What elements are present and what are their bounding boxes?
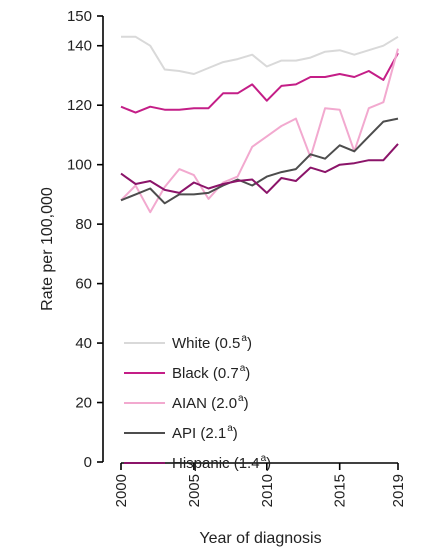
legend-item-hispanic: Hispanic (1.4a) (124, 453, 271, 472)
legend-series-value: 2.1 (205, 425, 226, 442)
x-tick-label: 2015 (332, 474, 349, 507)
legend-label: Black (0.7a) (172, 363, 250, 382)
x-tick-label: 2005 (186, 474, 203, 507)
legend-item-white: White (0.5a) (124, 333, 252, 352)
legend-superscript: a (240, 363, 246, 374)
legend-item-api: API (2.1a) (124, 423, 238, 442)
x-axis-title: Year of diagnosis (199, 530, 321, 547)
legend-label: API (2.1a) (172, 423, 238, 442)
legend-series-name: White (172, 335, 210, 352)
x-tick-label: 2010 (259, 474, 276, 507)
y-tick-label: 60 (75, 276, 92, 293)
legend-label: Hispanic (1.4a) (172, 453, 271, 472)
legend-superscript: a (227, 423, 233, 434)
legend-series-value: 1.4 (239, 455, 260, 472)
legend-item-aian: AIAN (2.0a) (124, 393, 249, 412)
y-tick-label: 40 (75, 335, 92, 352)
legend-series-name: Hispanic (172, 455, 230, 472)
series-line-white (121, 35, 399, 75)
x-tick-label: 2019 (390, 474, 407, 507)
series-line-hispanic (120, 143, 399, 194)
x-tick-label: 2000 (113, 474, 130, 507)
y-tick-label: 20 (75, 395, 92, 412)
legend-label: White (0.5a) (172, 333, 252, 352)
legend-item-black: Black (0.7a) (124, 363, 250, 382)
y-tick-label: 140 (67, 38, 92, 55)
legend-series-value: 0.7 (218, 365, 239, 382)
legend-series-name: Black (172, 365, 209, 382)
series-line-api (120, 117, 399, 205)
y-axis-ticks: 0 20 40 60 80 100 120 140 150 (67, 8, 103, 471)
y-tick-label: 120 (67, 97, 92, 114)
legend-series-value: 0.5 (220, 335, 241, 352)
y-tick-label: 80 (75, 216, 92, 233)
y-tick-label: 100 (67, 157, 92, 174)
legend: White (0.5a) Black (0.7a) AIAN (2.0a) API (… (124, 333, 271, 472)
legend-superscript: a (238, 393, 244, 404)
legend-series-name: API (172, 425, 196, 442)
series-lines (120, 35, 399, 214)
legend-superscript: a (261, 453, 267, 464)
legend-series-value: 2.0 (216, 395, 237, 412)
series-line-black (120, 52, 399, 114)
axes (102, 16, 398, 464)
y-tick-label: 150 (67, 8, 92, 25)
x-axis-ticks: 2000 2005 2010 2015 2019 (113, 463, 407, 507)
y-axis-title: Rate per 100,000 (39, 187, 56, 311)
legend-series-name: AIAN (172, 395, 207, 412)
legend-label: AIAN (2.0a) (172, 393, 249, 412)
y-tick-label: 0 (84, 454, 92, 471)
legend-superscript: a (241, 333, 247, 344)
series-line-aian (120, 48, 399, 214)
